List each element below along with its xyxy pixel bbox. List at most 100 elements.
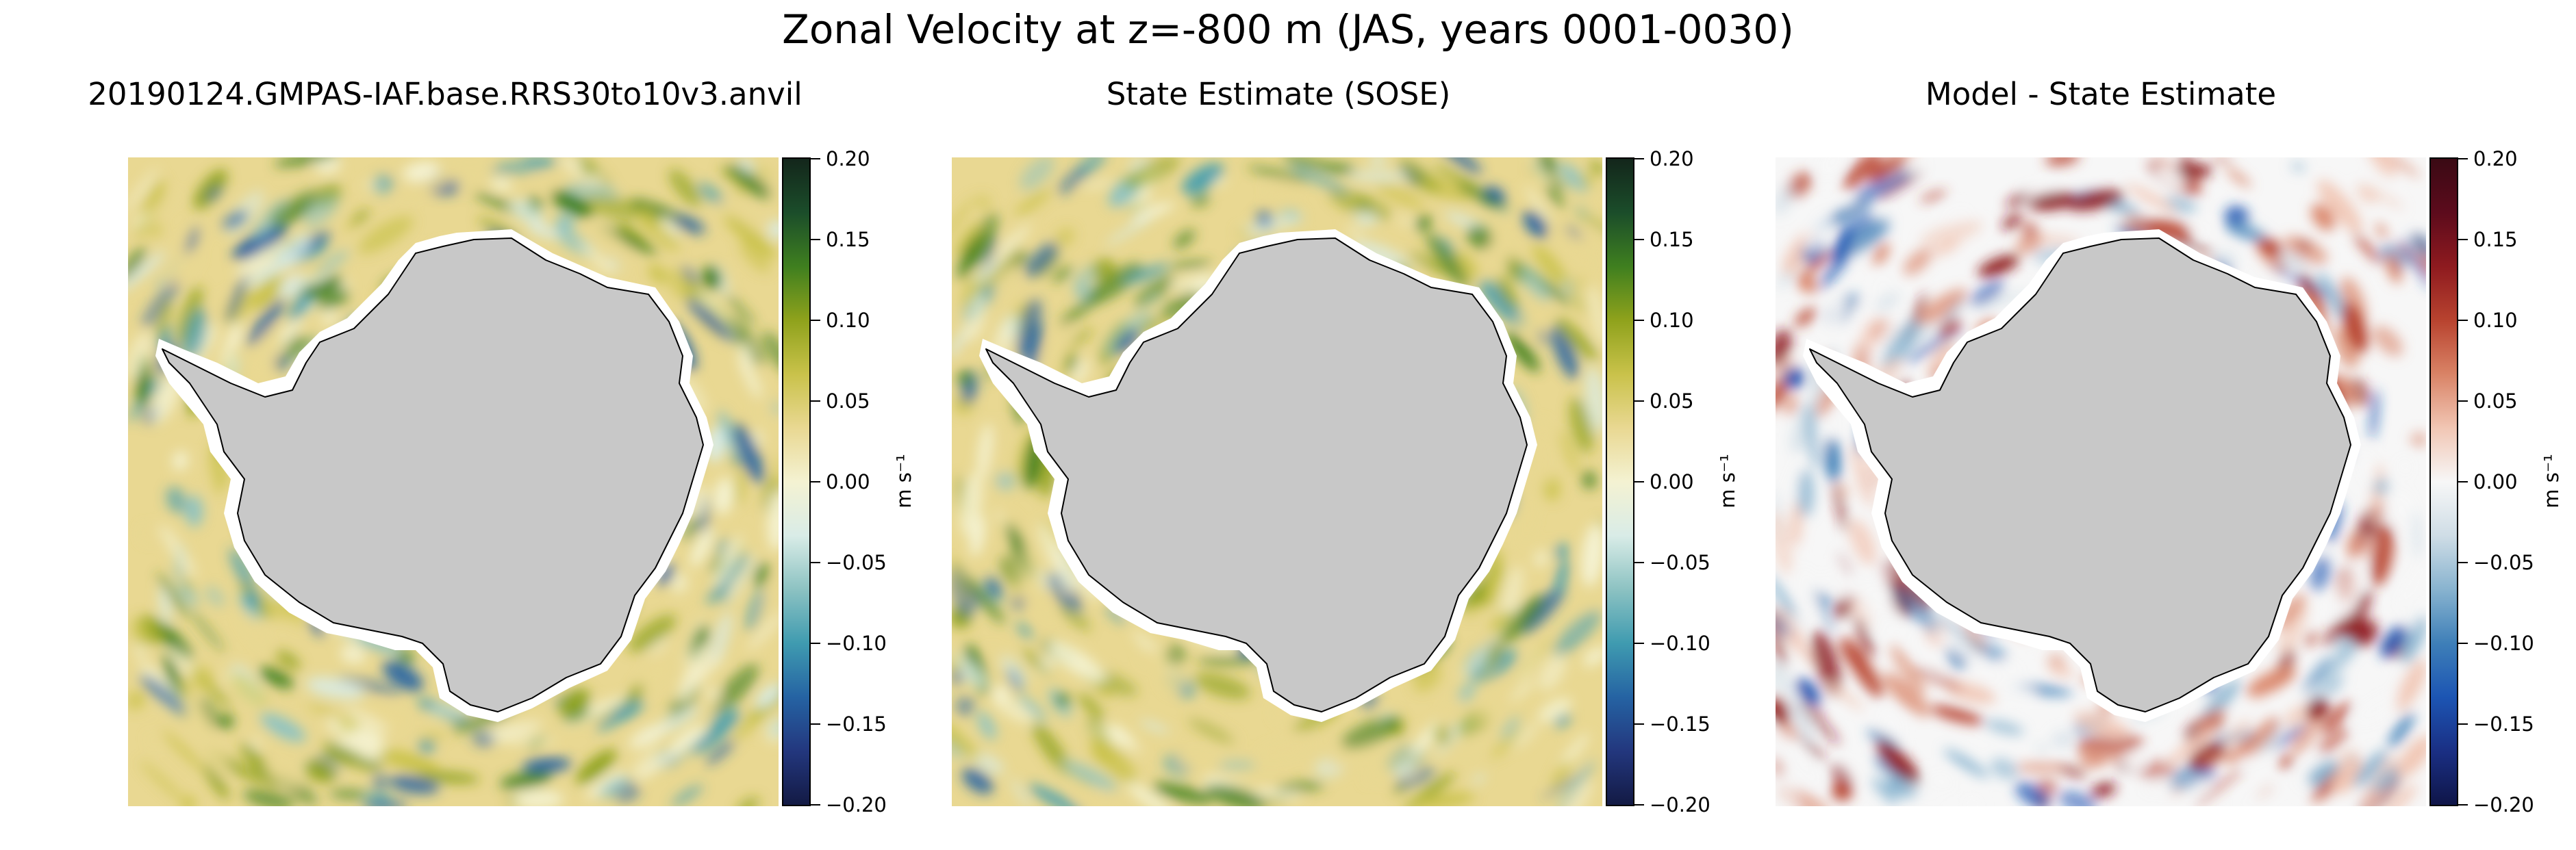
field-blob bbox=[635, 741, 692, 782]
field-blob bbox=[2415, 619, 2425, 645]
field-blob bbox=[1007, 555, 1019, 601]
field-blob bbox=[1211, 177, 1228, 187]
field-blob bbox=[1776, 699, 1787, 725]
field-blob bbox=[605, 255, 622, 272]
field-blob bbox=[2211, 157, 2233, 164]
field-blob bbox=[142, 192, 179, 221]
field-blob bbox=[305, 677, 365, 699]
field-blob bbox=[239, 608, 267, 649]
field-blob bbox=[229, 548, 256, 593]
field-blob bbox=[134, 643, 147, 663]
field-blob bbox=[1196, 656, 1261, 666]
field-blob bbox=[2353, 749, 2387, 787]
colorbar-tick-mark bbox=[1634, 804, 1644, 806]
panel-2-map bbox=[952, 157, 1602, 806]
field-blob bbox=[418, 740, 435, 753]
antarctica-landmass bbox=[985, 237, 1528, 712]
field-blob bbox=[1275, 782, 1325, 793]
field-blob bbox=[1015, 298, 1041, 359]
field-blob bbox=[1535, 420, 1554, 487]
field-blob bbox=[1564, 226, 1583, 240]
field-blob bbox=[1077, 693, 1104, 719]
field-blob bbox=[736, 797, 760, 806]
colorbar-tick-mark bbox=[2458, 643, 2468, 644]
field-blob bbox=[2342, 302, 2368, 353]
field-blob bbox=[1943, 749, 1989, 778]
field-blob bbox=[628, 614, 677, 653]
field-blob bbox=[1000, 654, 1028, 688]
field-blob bbox=[131, 213, 150, 229]
field-blob bbox=[709, 706, 734, 727]
field-blob bbox=[2078, 749, 2106, 768]
colorbar-tick-label: 0.00 bbox=[1650, 470, 1694, 493]
field-blob bbox=[1907, 157, 1921, 173]
field-blob bbox=[1406, 257, 1422, 273]
field-blob bbox=[648, 638, 670, 656]
field-blob bbox=[2372, 325, 2403, 357]
colorbar-tick-mark bbox=[811, 481, 820, 482]
field-blob bbox=[2278, 598, 2308, 658]
field-blob bbox=[1482, 649, 1500, 680]
field-blob bbox=[1911, 633, 1946, 678]
field-blob bbox=[522, 758, 572, 773]
field-blob bbox=[2396, 735, 2426, 778]
field-blob bbox=[952, 324, 969, 358]
colorbar-tick-mark bbox=[811, 804, 820, 806]
field-blob bbox=[1792, 612, 1802, 630]
field-blob bbox=[1415, 215, 1432, 231]
panel-3-colorbar: 0.20 0.15 0.10 0.05 0.00 −0.05 −0.10 −0.15 −0.20 bbox=[2429, 147, 2534, 816]
field-blob bbox=[1357, 198, 1372, 209]
colorbar-tick-mark bbox=[811, 158, 820, 159]
field-blob bbox=[1513, 722, 1539, 749]
field-blob bbox=[952, 556, 971, 606]
field-blob bbox=[1182, 163, 1224, 194]
field-blob bbox=[2372, 157, 2421, 178]
field-blob bbox=[181, 690, 214, 748]
field-blob bbox=[1834, 603, 1849, 619]
field-blob bbox=[1524, 185, 1552, 224]
field-blob bbox=[489, 736, 557, 745]
field-blob bbox=[219, 714, 234, 729]
field-blob bbox=[1490, 726, 1525, 759]
field-blob bbox=[992, 695, 1035, 725]
field-blob bbox=[1805, 209, 1832, 253]
field-blob bbox=[1237, 230, 1251, 236]
field-blob bbox=[1010, 777, 1032, 806]
field-blob bbox=[379, 749, 441, 774]
field-blob bbox=[128, 247, 147, 281]
field-blob bbox=[1848, 649, 1883, 698]
field-blob bbox=[753, 562, 770, 588]
colorbar-tick-mark bbox=[2458, 320, 2468, 321]
field-blob bbox=[1790, 636, 1821, 669]
field-blob bbox=[193, 169, 228, 209]
field-blob bbox=[351, 209, 370, 224]
field-blob bbox=[1144, 294, 1161, 305]
field-blob bbox=[2410, 233, 2426, 256]
field-blob bbox=[472, 732, 497, 747]
field-blob bbox=[1546, 185, 1565, 207]
field-blob bbox=[1259, 740, 1313, 759]
field-blob bbox=[147, 735, 159, 747]
field-blob bbox=[513, 789, 564, 806]
field-blob bbox=[1047, 641, 1106, 683]
colorbar-tick-label: 0.00 bbox=[2473, 470, 2518, 493]
field-blob bbox=[1812, 587, 1835, 634]
field-blob bbox=[713, 664, 759, 714]
field-blob bbox=[1457, 183, 1510, 212]
field-blob bbox=[1876, 555, 1894, 584]
field-blob bbox=[1395, 767, 1436, 789]
colorbar-tick-mark bbox=[811, 320, 820, 321]
field-blob bbox=[2221, 719, 2251, 752]
colorbar-tick-mark bbox=[2458, 158, 2468, 159]
field-blob bbox=[746, 589, 765, 632]
colorbar-tick-mark bbox=[2458, 562, 2468, 563]
field-blob bbox=[765, 717, 779, 744]
field-blob bbox=[128, 167, 159, 214]
field-blob bbox=[2197, 751, 2251, 760]
field-blob bbox=[1432, 164, 1489, 195]
field-blob bbox=[177, 286, 203, 346]
field-blob bbox=[242, 789, 294, 806]
field-blob bbox=[1890, 645, 1926, 695]
field-blob bbox=[1880, 709, 1904, 740]
field-blob bbox=[357, 216, 414, 254]
